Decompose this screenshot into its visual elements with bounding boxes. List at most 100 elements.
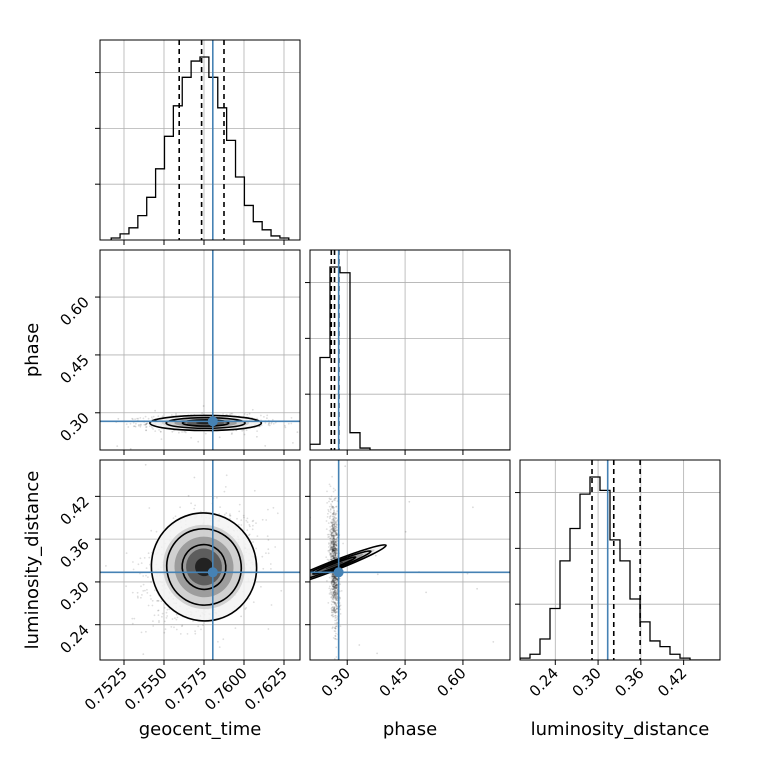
sample-point [240, 524, 243, 526]
sample-point [333, 607, 336, 610]
sample-point [332, 549, 335, 552]
sample-point [166, 615, 169, 617]
sample-point [152, 620, 154, 622]
sample-point [333, 497, 336, 500]
sample-point [331, 549, 334, 552]
sample-point [334, 528, 336, 530]
sample-point [332, 573, 334, 576]
sample-point [408, 500, 411, 503]
sample-point [335, 646, 338, 649]
xtick-label-geocent_time: 0.7625 [241, 664, 291, 714]
sample-point [334, 499, 336, 502]
sample-point [333, 578, 335, 581]
sample-point [332, 543, 335, 546]
sample-point [330, 558, 333, 560]
sample-point [334, 541, 336, 544]
sample-point [256, 535, 259, 537]
sample-point [332, 537, 335, 540]
sample-point [335, 544, 338, 547]
sample-point [151, 418, 154, 420]
sample-point [335, 549, 338, 552]
sample-point [335, 584, 338, 587]
histogram-luminosity_distance [520, 476, 720, 660]
sample-point [333, 549, 336, 552]
sample-point [225, 512, 228, 514]
xtick-label-luminosity_distance: 0.42 [654, 664, 690, 700]
sample-point [333, 587, 336, 590]
sample-point [197, 440, 200, 443]
sample-point [231, 432, 233, 434]
sample-point [331, 598, 334, 601]
sample-point [262, 567, 265, 570]
sample-point [161, 615, 163, 618]
sample-point [274, 546, 277, 548]
sample-point [178, 431, 180, 434]
sample-point [330, 542, 333, 545]
sample-point [132, 561, 134, 563]
sample-point [334, 599, 337, 601]
sample-point [336, 589, 338, 592]
sample-point [333, 626, 336, 629]
sample-point [331, 534, 333, 537]
sample-point [332, 545, 335, 548]
sample-point [179, 506, 182, 509]
sample-point [334, 549, 336, 552]
sample-point [334, 489, 337, 491]
sample-point [238, 503, 241, 506]
sample-point [331, 609, 333, 612]
sample-point [334, 554, 337, 556]
sample-point [331, 524, 333, 527]
sample-point [333, 579, 336, 582]
sample-point [334, 602, 336, 604]
sample-point [219, 506, 222, 508]
yaxis-label-phase: phase [22, 323, 43, 377]
sample-point [331, 550, 334, 552]
sample-point [333, 603, 336, 605]
sample-point [137, 424, 140, 427]
sample-point [336, 542, 338, 545]
sample-point [255, 522, 257, 524]
sample-point [331, 519, 333, 521]
sample-point [334, 513, 336, 516]
sample-point [331, 555, 334, 557]
sample-point [335, 602, 337, 605]
contour-2 [181, 419, 230, 427]
sample-point [332, 543, 335, 546]
sample-point [334, 582, 337, 584]
sample-point [142, 417, 145, 420]
sample-point [131, 591, 134, 594]
sample-point [331, 540, 333, 543]
sample-point [336, 556, 338, 559]
sample-point [153, 589, 156, 592]
sample-point [332, 549, 335, 552]
sample-point [334, 549, 337, 552]
sample-point [333, 523, 336, 526]
joint-panel-geocent_time-phase [95, 249, 301, 455]
sample-point [335, 541, 337, 543]
sample-point [334, 553, 337, 556]
sample-point [335, 532, 338, 535]
sample-point [242, 514, 245, 517]
sample-point [333, 499, 335, 501]
sample-point [252, 519, 255, 522]
sample-point [158, 621, 160, 624]
sample-point [274, 421, 277, 424]
sample-point [243, 516, 245, 519]
sample-point [331, 584, 334, 586]
sample-point [335, 527, 337, 530]
sample-point [332, 608, 334, 611]
sample-point [144, 423, 147, 426]
sample-point [333, 544, 335, 547]
sample-point [330, 543, 332, 546]
sample-point [251, 520, 254, 523]
sample-point [335, 577, 337, 580]
sample-point [331, 574, 334, 577]
sample-point [332, 598, 335, 601]
sample-point [166, 608, 169, 611]
sample-point [334, 578, 337, 581]
sample-point [333, 524, 336, 526]
sample-point [137, 417, 140, 420]
sample-point [331, 548, 333, 550]
sample-point [329, 485, 332, 488]
sample-point [334, 634, 337, 637]
